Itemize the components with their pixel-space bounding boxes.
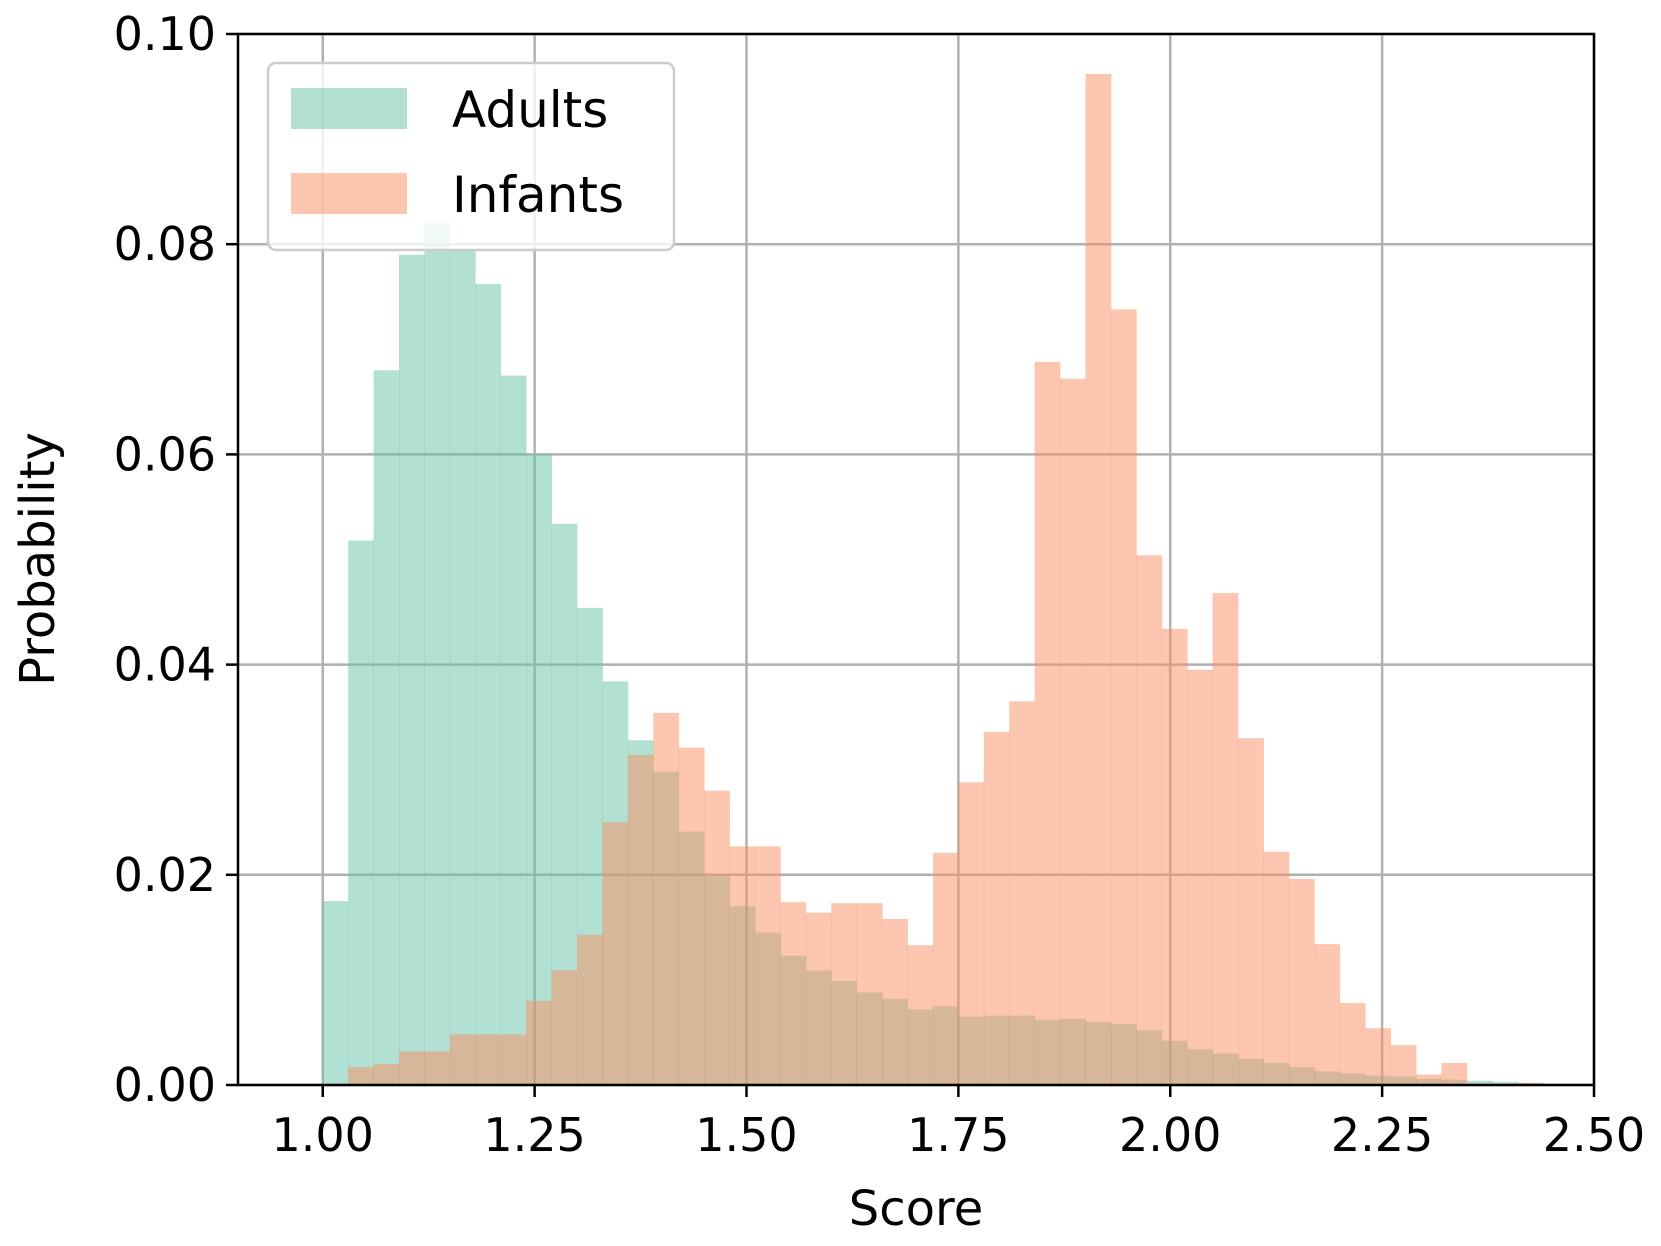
bar-infants xyxy=(653,712,680,1085)
bar-infants xyxy=(907,945,934,1085)
bar-infants xyxy=(1238,738,1264,1085)
bar-infants xyxy=(1339,1003,1366,1085)
bar-infants xyxy=(1136,555,1163,1085)
bar-infants xyxy=(1212,593,1239,1085)
bar-infants xyxy=(1365,1028,1391,1085)
bar-infants xyxy=(1390,1045,1417,1085)
histogram-bars xyxy=(322,73,1595,1086)
bar-infants xyxy=(678,747,705,1085)
y-tick-label: 0.08 xyxy=(114,217,216,271)
y-tick-label: 0.00 xyxy=(114,1058,216,1112)
bar-infants xyxy=(1441,1062,1468,1085)
x-tick-label: 1.75 xyxy=(907,1108,1009,1162)
bar-infants xyxy=(449,1034,476,1085)
bar-infants xyxy=(1314,944,1341,1085)
x-axis-label: Score xyxy=(849,1181,983,1237)
bar-adults xyxy=(475,284,502,1085)
y-tick-label: 0.02 xyxy=(114,848,216,902)
legend-swatch-adults xyxy=(291,88,407,129)
bar-infants xyxy=(424,1051,451,1085)
x-tick-label: 2.00 xyxy=(1119,1108,1221,1162)
bar-infants xyxy=(729,846,756,1085)
bar-infants xyxy=(754,846,781,1085)
plot-frame xyxy=(236,32,1596,1087)
bar-adults xyxy=(424,223,451,1085)
bar-infants xyxy=(348,1067,374,1085)
bar-infants xyxy=(704,790,730,1085)
bar-infants xyxy=(1085,73,1112,1086)
x-tick-label: 1.00 xyxy=(272,1108,374,1162)
y-axis-label: Probability xyxy=(10,432,66,686)
bar-adults xyxy=(1492,1081,1519,1085)
bar-infants xyxy=(602,822,629,1085)
bar-infants xyxy=(1416,1074,1442,1085)
bar-infants xyxy=(475,1034,502,1085)
legend-label-infants: Infants xyxy=(452,166,624,224)
x-tick-label: 2.25 xyxy=(1331,1108,1433,1162)
x-tick-label: 2.50 xyxy=(1543,1108,1645,1162)
legend: Adults Infants xyxy=(266,61,676,252)
y-tick-label: 0.10 xyxy=(114,7,216,61)
bar-infants xyxy=(958,782,985,1085)
bar-infants xyxy=(1009,701,1036,1085)
bar-adults xyxy=(322,901,349,1085)
bar-infants xyxy=(500,1034,527,1085)
x-tick-label: 1.50 xyxy=(695,1108,797,1162)
bar-adults xyxy=(449,249,476,1085)
legend-label-adults: Adults xyxy=(452,81,608,139)
bar-infants xyxy=(526,1000,552,1085)
bar-infants xyxy=(983,731,1010,1085)
bar-infants xyxy=(627,754,654,1085)
bar-adults xyxy=(1466,1080,1493,1085)
x-tick-label: 1.25 xyxy=(483,1108,585,1162)
bar-infants xyxy=(805,912,832,1085)
bar-adults xyxy=(526,454,552,1085)
bar-adults xyxy=(373,370,400,1085)
bar-adults xyxy=(348,540,374,1085)
bar-infants xyxy=(577,934,603,1085)
axis-ticks: 1.00 1.25 1.50 1.75 2.00 2.25 2.50 0.00 0.02 0.04… xyxy=(114,7,1646,1162)
bar-infants xyxy=(1060,378,1086,1085)
bar-infants xyxy=(780,902,807,1085)
bar-infants xyxy=(932,852,959,1085)
bar-infants xyxy=(399,1051,425,1085)
bar-adults xyxy=(500,375,527,1085)
bar-infants xyxy=(1263,851,1290,1085)
bar-infants xyxy=(1288,879,1315,1085)
bar-infants xyxy=(882,918,908,1085)
bar-infants xyxy=(831,903,858,1085)
bar-infants xyxy=(1110,309,1137,1085)
bar-adults xyxy=(399,254,425,1085)
y-tick-label: 0.04 xyxy=(114,638,216,692)
y-tick-label: 0.06 xyxy=(114,427,216,481)
bar-infants xyxy=(1161,628,1188,1085)
bar-infants xyxy=(856,903,883,1085)
bar-infants xyxy=(373,1063,400,1085)
bar-infants xyxy=(1034,361,1061,1085)
series-infants xyxy=(348,73,1544,1086)
legend-swatch-infants xyxy=(291,173,407,214)
bar-infants xyxy=(1187,669,1214,1085)
bar-infants xyxy=(551,970,578,1085)
